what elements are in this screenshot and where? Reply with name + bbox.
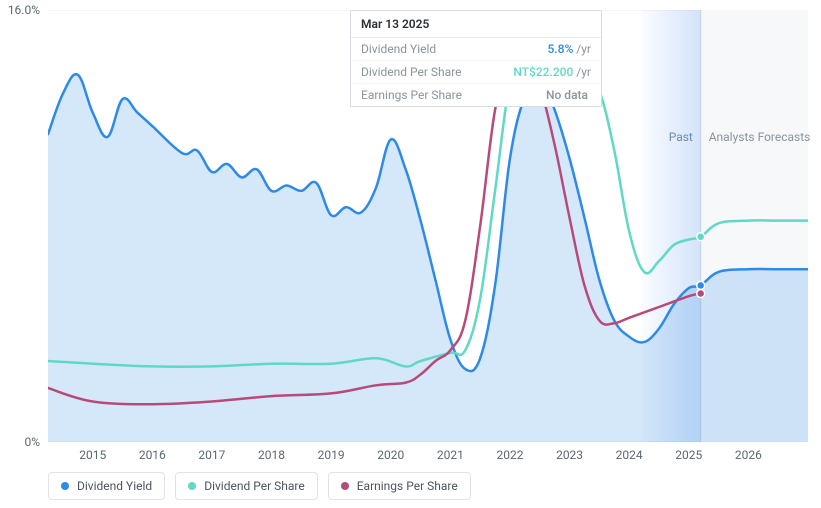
legend-item-earnings-per-share[interactable]: Earnings Per Share bbox=[328, 472, 471, 500]
x-axis-tick-label: 2017 bbox=[198, 448, 225, 462]
tooltip-label: Earnings Per Share bbox=[361, 88, 546, 102]
tooltip-value: No data bbox=[546, 88, 588, 102]
tooltip-unit: /yr bbox=[576, 42, 591, 56]
x-axis-tick-label: 2018 bbox=[258, 448, 285, 462]
x-axis-tick-label: 2016 bbox=[139, 448, 166, 462]
legend-dot bbox=[188, 482, 196, 490]
tooltip-row: Dividend Yield 5.8% /yr bbox=[351, 38, 601, 61]
tooltip-row: Dividend Per Share NT$22.200 /yr bbox=[351, 61, 601, 84]
legend-item-dividend-per-share[interactable]: Dividend Per Share bbox=[175, 472, 318, 500]
tooltip-unit: /yr bbox=[576, 65, 591, 79]
x-axis-tick-label: 2019 bbox=[318, 448, 345, 462]
chart-legend: Dividend Yield Dividend Per Share Earnin… bbox=[48, 472, 471, 500]
legend-label: Dividend Yield bbox=[77, 479, 152, 493]
legend-label: Dividend Per Share bbox=[204, 479, 305, 493]
tooltip-value: NT$22.200 bbox=[513, 65, 573, 79]
legend-label: Earnings Per Share bbox=[357, 479, 458, 493]
x-axis-tick-label: 2023 bbox=[556, 448, 583, 462]
x-axis-tick-label: 2015 bbox=[79, 448, 106, 462]
tooltip-label: Dividend Per Share bbox=[361, 65, 513, 79]
dividend-chart: 0% 16.0% Past Analysts Forecasts 2015 2016… bbox=[0, 0, 821, 508]
tooltip-title: Mar 13 2025 bbox=[351, 11, 601, 38]
tooltip-label: Dividend Yield bbox=[361, 42, 547, 56]
y-axis-tick-label: 16.0% bbox=[8, 3, 40, 17]
x-axis-tick-label: 2022 bbox=[496, 448, 523, 462]
chart-tooltip: Mar 13 2025 Dividend Yield 5.8% /yr Divi… bbox=[350, 10, 602, 107]
x-axis-tick-label: 2025 bbox=[675, 448, 702, 462]
tooltip-row: Earnings Per Share No data bbox=[351, 84, 601, 106]
x-axis-tick-label: 2024 bbox=[616, 448, 643, 462]
legend-dot bbox=[341, 482, 349, 490]
y-axis-tick-label: 0% bbox=[24, 435, 40, 449]
past-region-label: Past bbox=[669, 130, 693, 144]
forecast-region-label: Analysts Forecasts bbox=[709, 130, 811, 144]
x-axis-tick-label: 2020 bbox=[377, 448, 404, 462]
x-axis-tick-label: 2026 bbox=[735, 448, 762, 462]
legend-item-dividend-yield[interactable]: Dividend Yield bbox=[48, 472, 165, 500]
legend-dot bbox=[61, 482, 69, 490]
x-axis-tick-label: 2021 bbox=[437, 448, 464, 462]
tooltip-value: 5.8% bbox=[547, 42, 573, 56]
